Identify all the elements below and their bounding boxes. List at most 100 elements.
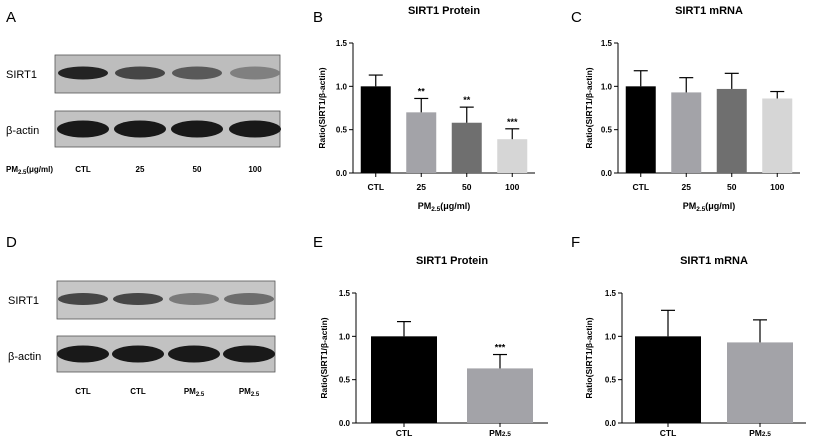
bar xyxy=(716,88,747,173)
panel-a: A SIRT1 β-actin PM2.5(μg/ml) CTL 25 50 1… xyxy=(6,9,281,176)
significance-label: ** xyxy=(463,95,471,105)
blot-row-label-sirt1: SIRT1 xyxy=(6,69,37,81)
x-tick-label: 25 xyxy=(417,182,427,192)
y-tick-label: 1.5 xyxy=(601,39,613,48)
lane-label: 50 xyxy=(193,165,202,174)
bar xyxy=(727,342,793,423)
bar xyxy=(360,86,391,173)
y-tick-label: 1.5 xyxy=(339,289,351,298)
chart-b-sirt1-protein: SIRT1 Protein 0.0 0.5 1.0 1.5 Ratio(SIRT1/β-a… xyxy=(317,5,535,213)
blot-band-sirt1 xyxy=(113,293,163,305)
y-tick-label: 1.0 xyxy=(339,332,351,341)
blot-band-beta-actin xyxy=(171,120,223,138)
y-axis-label: Ratio(SIRT1/β-actin) xyxy=(584,67,594,148)
bar xyxy=(762,98,793,173)
bar xyxy=(635,336,701,423)
y-tick-label: 0.0 xyxy=(336,169,348,178)
blot-band-sirt1 xyxy=(58,293,108,305)
blot-band-beta-actin xyxy=(168,345,220,363)
chart-title: SIRT1 Protein xyxy=(416,255,488,267)
band-group-sirt1 xyxy=(58,66,280,80)
x-axis-label: PM2.5(μg/ml) xyxy=(683,201,736,213)
lane-label: CTL xyxy=(75,165,91,174)
bar xyxy=(467,368,533,423)
blot-band-beta-actin xyxy=(223,345,275,363)
panel-letter-f: F xyxy=(571,234,580,251)
chart-e-sirt1-protein: SIRT1 Protein 0.0 0.5 1.0 1.5 Ratio(SIRT1/β-a… xyxy=(319,255,548,438)
panel-letter-e: E xyxy=(313,234,323,251)
y-tick-label: 0.0 xyxy=(601,169,613,178)
lane-label: 100 xyxy=(248,165,262,174)
y-tick-label: 1.0 xyxy=(336,82,348,91)
x-tick-label: CTL xyxy=(367,182,384,192)
band-group-beta-actin xyxy=(57,120,281,138)
y-tick-label: 0.0 xyxy=(339,419,351,428)
panel-d: D SIRT1 β-actin CTL CTL PM2.5 PM2.5 xyxy=(6,234,276,398)
y-axis-label: Ratio(SIRT1/β-actin) xyxy=(319,317,329,398)
x-tick-label: 50 xyxy=(462,182,472,192)
y-tick-label: 0.5 xyxy=(605,376,617,385)
significance-label: ** xyxy=(418,86,426,96)
significance-label: *** xyxy=(507,117,518,127)
x-tick-label: CTL xyxy=(660,428,677,438)
significance-label: *** xyxy=(495,343,506,353)
blot-band-beta-actin xyxy=(57,345,109,363)
bar xyxy=(451,122,482,173)
lane-label: PM2.5 xyxy=(184,387,205,398)
x-tick-label: PM2.5 xyxy=(749,428,771,438)
blot-row-label-beta-actin: β-actin xyxy=(8,351,41,363)
chart-title: SIRT1 Protein xyxy=(408,5,480,17)
lane-label: CTL xyxy=(130,387,146,396)
x-tick-label: 100 xyxy=(505,182,519,192)
bar xyxy=(671,92,702,173)
x-tick-label: 25 xyxy=(682,182,692,192)
panel-letter-b: B xyxy=(313,9,323,26)
band-group-beta-actin xyxy=(57,345,275,363)
lane-label: PM2.5 xyxy=(239,387,260,398)
blot-row-label-beta-actin: β-actin xyxy=(6,125,39,137)
bar xyxy=(625,86,656,173)
blot-band-sirt1 xyxy=(224,293,274,305)
y-tick-label: 1.5 xyxy=(336,39,348,48)
chart-title: SIRT1 mRNA xyxy=(680,255,748,267)
y-tick-label: 1.5 xyxy=(605,289,617,298)
bar xyxy=(406,112,437,173)
panel-letter-d: D xyxy=(6,234,17,251)
lane-label: CTL xyxy=(75,387,91,396)
blot-band-beta-actin xyxy=(112,345,164,363)
blot-band-beta-actin xyxy=(229,120,281,138)
blot-row-label-sirt1: SIRT1 xyxy=(8,295,39,307)
band-group-sirt1 xyxy=(58,293,274,305)
x-tick-label: 50 xyxy=(727,182,737,192)
x-tick-label: PM2.5 xyxy=(489,428,511,438)
blot-band-beta-actin xyxy=(57,120,109,138)
x-axis-label: PM2.5(μg/ml) xyxy=(418,201,471,213)
blot-band-sirt1 xyxy=(115,66,165,80)
lane-header: PM2.5(μg/ml) xyxy=(6,165,53,176)
blot-band-sirt1 xyxy=(58,66,108,80)
y-tick-label: 1.0 xyxy=(605,332,617,341)
y-tick-label: 0.5 xyxy=(339,376,351,385)
blot-band-beta-actin xyxy=(114,120,166,138)
y-axis-label: Ratio(SIRT1/β-actin) xyxy=(317,67,327,148)
y-axis-label: Ratio(SIRT1/β-actin) xyxy=(584,317,594,398)
blot-band-sirt1 xyxy=(172,66,222,80)
y-tick-label: 0.5 xyxy=(336,126,348,135)
y-tick-label: 0.5 xyxy=(601,126,613,135)
blot-band-sirt1 xyxy=(169,293,219,305)
chart-title: SIRT1 mRNA xyxy=(675,5,743,17)
bar xyxy=(371,336,437,423)
x-tick-label: 100 xyxy=(770,182,784,192)
bar xyxy=(497,139,528,173)
panel-letter-a: A xyxy=(6,9,16,26)
chart-c-sirt1-mrna: SIRT1 mRNA 0.0 0.5 1.0 1.5 Ratio(SIRT1/β-acti… xyxy=(584,5,800,213)
blot-band-sirt1 xyxy=(230,66,280,80)
y-tick-label: 1.0 xyxy=(601,82,613,91)
x-tick-label: CTL xyxy=(396,428,413,438)
chart-f-sirt1-mrna: SIRT1 mRNA 0.0 0.5 1.0 1.5 Ratio(SIRT1/β-acti… xyxy=(584,255,806,438)
lane-label: 25 xyxy=(136,165,145,174)
y-tick-label: 0.0 xyxy=(605,419,617,428)
panel-letter-c: C xyxy=(571,9,582,26)
